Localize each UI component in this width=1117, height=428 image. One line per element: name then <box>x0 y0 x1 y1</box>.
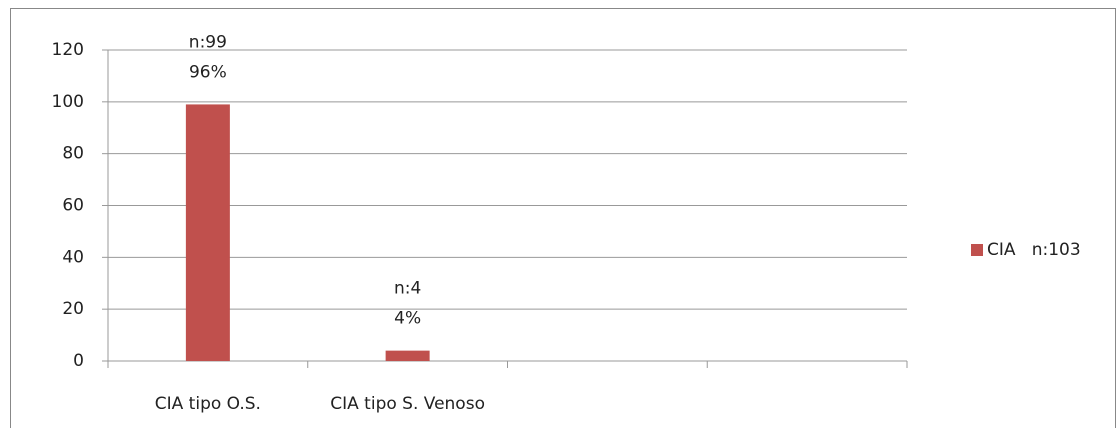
legend-label: CIA n:103 <box>987 240 1081 260</box>
y-tick-label: 60 <box>62 196 84 216</box>
y-tick-label: 120 <box>52 40 84 60</box>
y-tick-label: 40 <box>62 247 84 267</box>
data-label: n:4 <box>394 279 421 299</box>
percent-label: 96% <box>189 62 227 82</box>
y-tick-label: 20 <box>62 299 84 319</box>
y-tick-label: 80 <box>62 144 84 164</box>
bar <box>385 350 430 361</box>
data-label: n:99 <box>189 32 227 52</box>
percent-label: 4% <box>394 309 421 329</box>
bar <box>185 104 230 362</box>
y-tick-label: 100 <box>52 92 84 112</box>
y-tick-label: 0 <box>73 351 84 371</box>
chart-frame <box>10 8 1116 428</box>
legend-swatch <box>971 244 983 256</box>
x-tick-label: CIA tipo S. Venoso <box>330 394 485 414</box>
x-tick-label: CIA tipo O.S. <box>155 394 261 414</box>
